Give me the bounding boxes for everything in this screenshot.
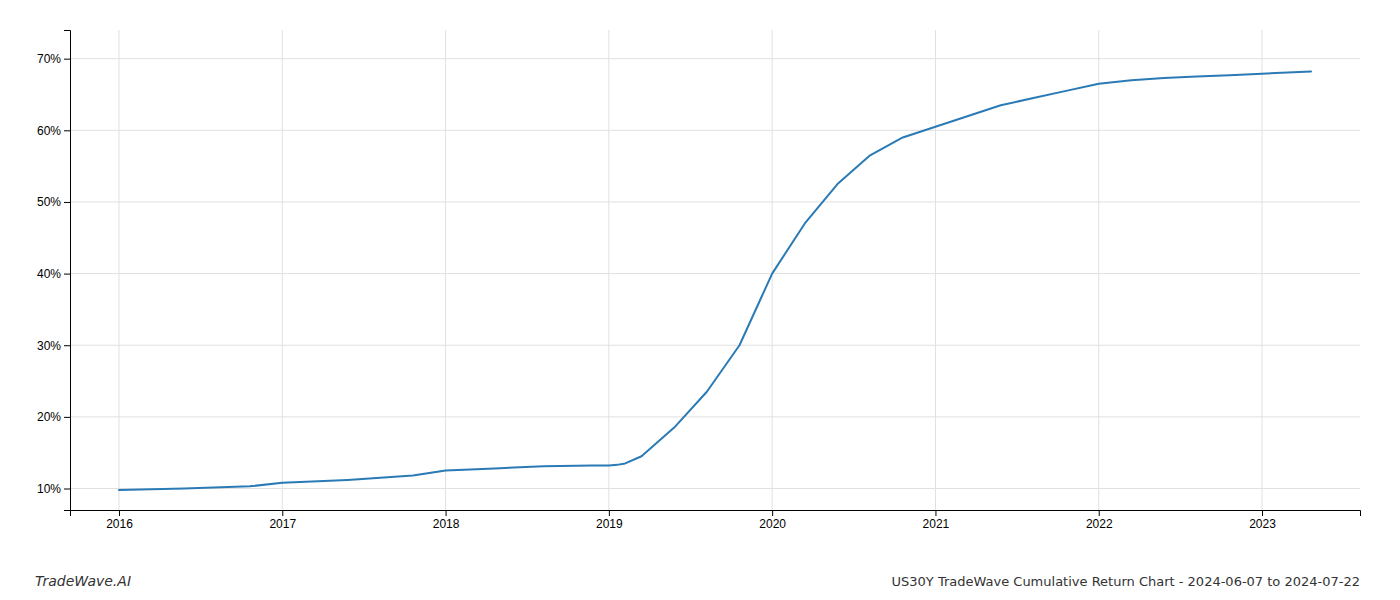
chart: 2016 2017 2018 2019 2020 2021 2022 2023 10% 20% 30… (0, 0, 1400, 600)
tick: 30% (37, 339, 70, 353)
tick: 2019 (596, 510, 623, 531)
tick-label: 2017 (269, 517, 296, 531)
tick-mark (64, 274, 70, 275)
axis-line (64, 31, 71, 511)
tick: 2018 (433, 510, 460, 531)
grid-line (608, 30, 609, 510)
tick-mark (1099, 510, 1100, 516)
grid-line (70, 201, 1360, 202)
y-axis: 10% 20% 30% 40% 50% 60% 70% (37, 31, 71, 511)
tick-label: 60% (37, 124, 61, 138)
tick: 2020 (759, 510, 786, 531)
tick: 70% (37, 52, 70, 66)
tick-label: 2020 (759, 517, 786, 531)
tick-label: 2018 (433, 517, 460, 531)
tick: 50% (37, 195, 70, 209)
tick-label: 20% (37, 410, 61, 424)
tick: 2023 (1249, 510, 1276, 531)
tick-label: 10% (37, 482, 61, 496)
grid-line (935, 30, 936, 510)
tick-mark (446, 510, 447, 516)
tick: 20% (37, 410, 70, 424)
grid-line (1262, 30, 1263, 510)
tick-label: 2023 (1249, 517, 1276, 531)
tick-mark (609, 510, 610, 516)
grid-line (1098, 30, 1099, 510)
tick-mark (64, 417, 70, 418)
grid-line (282, 30, 283, 510)
tick-mark (935, 510, 936, 516)
tick-mark (282, 510, 283, 516)
tick: 40% (37, 267, 70, 281)
tick: 10% (37, 482, 70, 496)
axis-line (71, 511, 1361, 517)
grid-line (70, 130, 1360, 131)
plot-area (119, 72, 1311, 490)
tick: 2017 (269, 510, 296, 531)
tick-label: 2022 (1086, 517, 1113, 531)
grid-line (118, 30, 119, 510)
tick-mark (1262, 510, 1263, 516)
tick-mark (64, 489, 70, 490)
tick: 2016 (106, 510, 133, 531)
grid-line (70, 416, 1360, 417)
tick-label: 2021 (923, 517, 950, 531)
grid-line (445, 30, 446, 510)
tick-label: 70% (37, 52, 61, 66)
tick-mark (64, 345, 70, 346)
tick-label: 40% (37, 267, 61, 281)
tick-mark (772, 510, 773, 516)
tick-mark (64, 130, 70, 131)
tick-label: 2016 (106, 517, 133, 531)
grid (70, 30, 1360, 510)
grid-line (70, 273, 1360, 274)
tick: 60% (37, 124, 70, 138)
tick-label: 30% (37, 339, 61, 353)
tick: 2022 (1086, 510, 1113, 531)
x-axis: 2016 2017 2018 2019 2020 2021 2022 2023 (71, 510, 1361, 531)
grid-line (70, 58, 1360, 59)
tick-label: 2019 (596, 517, 623, 531)
tick-mark (64, 202, 70, 203)
tick-mark (64, 59, 70, 60)
tick-mark (119, 510, 120, 516)
tick-label: 50% (37, 195, 61, 209)
grid-line (70, 345, 1360, 346)
grid-line (70, 488, 1360, 489)
tick: 2021 (923, 510, 950, 531)
grid-line (772, 30, 773, 510)
watermark: TradeWave.AI (35, 573, 131, 589)
data-line (119, 72, 1311, 490)
title: US30Y TradeWave Cumulative Return Chart … (892, 574, 1360, 589)
